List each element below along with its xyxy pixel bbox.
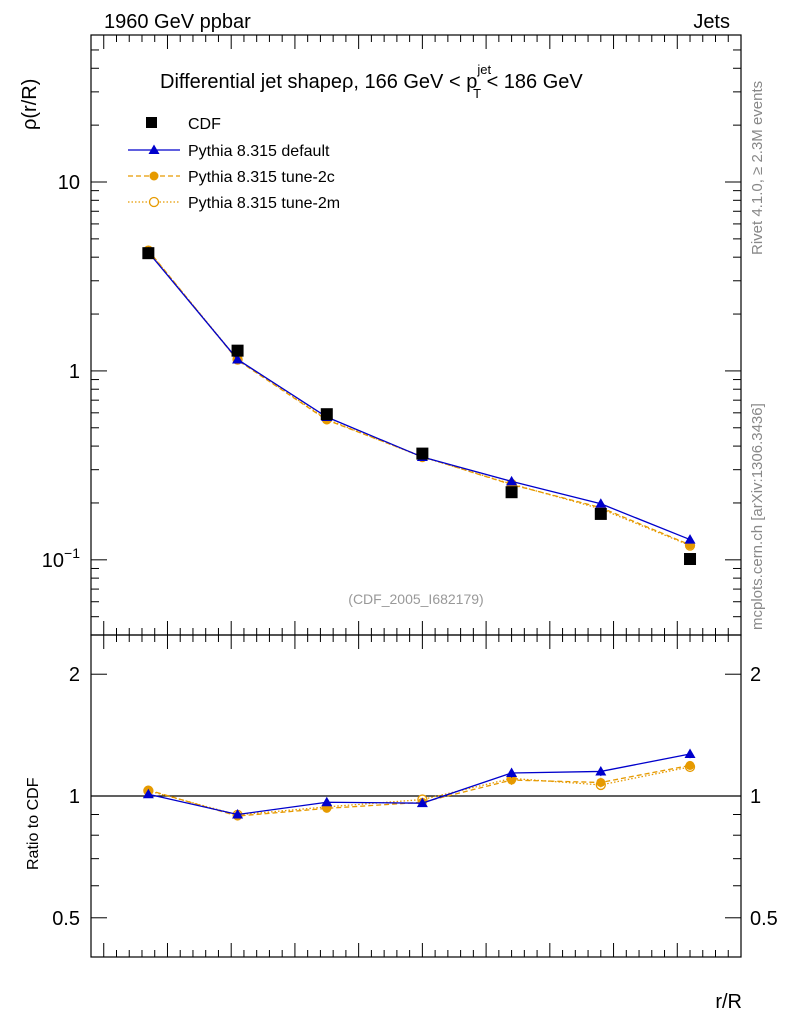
data-point-default xyxy=(142,788,154,799)
legend-marker-tune2m xyxy=(148,196,160,208)
data-point-tune2c xyxy=(596,777,606,787)
data-point-default xyxy=(506,767,518,777)
series-line-default xyxy=(147,251,691,541)
data-point-default xyxy=(595,765,607,776)
data-point-data xyxy=(594,507,607,520)
data-point-default xyxy=(684,534,696,544)
y-tick-label-ratio-right: 2 xyxy=(750,664,761,686)
y-tick-label-ratio: 1 xyxy=(69,786,80,808)
header-left: 1960 GeV ppbar xyxy=(104,11,251,33)
series-tune2m xyxy=(143,761,696,821)
data-point-default xyxy=(232,353,244,364)
ratio-plot-marks xyxy=(142,748,696,821)
legend-label-tune2m: Pythia 8.315 tune-2m xyxy=(188,195,340,212)
plot-title: Differential jet shapeρ, 166 GeV < pjet T… xyxy=(160,62,583,101)
series-default xyxy=(142,748,696,819)
header-right: Jets xyxy=(693,11,730,33)
legend-marker-tune2c xyxy=(149,171,159,181)
data-point-data xyxy=(684,553,697,566)
legend-marker-cdf xyxy=(146,117,157,128)
legend: CDF Pythia 8.315 default Pythia 8.315 tu… xyxy=(128,116,340,212)
data-point-default xyxy=(684,748,696,759)
title-sub: T xyxy=(473,86,481,101)
data-point-default xyxy=(595,498,607,508)
title-main: Differential jet shapeρ, 166 GeV < p xyxy=(160,71,477,93)
y-tick-label-ratio: 2 xyxy=(69,664,80,686)
y-tick-label-main: 10−1 xyxy=(42,545,80,572)
series-data xyxy=(142,247,697,566)
y-tick-label-ratio-right: 1 xyxy=(750,786,761,808)
data-point-tune2c xyxy=(685,760,695,770)
analysis-watermark: (CDF_2005_I682179) xyxy=(348,591,483,607)
rivet-label: Rivet 4.1.0, ≥ 2.3M events xyxy=(749,81,766,255)
x-axis-label: r/R xyxy=(715,991,742,1013)
data-point-default xyxy=(506,475,518,486)
y-tick-label-main: 10 xyxy=(58,172,80,194)
legend-marker-default xyxy=(148,144,160,154)
data-point-data xyxy=(416,447,429,460)
series-default xyxy=(142,246,696,544)
data-point-data xyxy=(142,247,155,260)
legend-label-default: Pythia 8.315 default xyxy=(188,143,330,160)
data-point-data xyxy=(320,408,333,421)
mcplots-label: mcplots.cern.ch [arXiv:1306.3436] xyxy=(749,403,766,630)
data-point-data xyxy=(505,486,518,499)
series-tune2m xyxy=(143,245,696,551)
series-line-tune2m xyxy=(147,250,691,547)
y-tick-base: 10 xyxy=(42,550,64,572)
main-plot-marks xyxy=(142,245,697,566)
legend-label-tune2c: Pythia 8.315 tune-2c xyxy=(188,169,335,186)
title-sup: jet xyxy=(476,62,491,77)
title-end: < 186 GeV xyxy=(481,71,583,93)
data-point-default xyxy=(321,796,333,807)
series-tune2c xyxy=(143,245,695,550)
series-line-tune2c xyxy=(148,764,691,817)
data-point-default xyxy=(416,797,428,808)
data-point-tune2c xyxy=(507,775,517,785)
y-tick-label-main: 1 xyxy=(69,361,80,383)
data-point-data xyxy=(231,344,244,357)
legend-label-cdf: CDF xyxy=(188,116,221,133)
y-axis-label-main: ρ(r/R) xyxy=(19,79,41,130)
series-line-tune2c xyxy=(147,249,691,546)
series-line-tune2m xyxy=(148,766,691,816)
y-axis-label-ratio: Ratio to CDF xyxy=(25,777,42,870)
data-point-default xyxy=(232,809,244,819)
y-tick-label-ratio: 0.5 xyxy=(52,908,80,930)
y-tick-label-ratio-right: 0.5 xyxy=(750,908,778,930)
y-tick-exp: −1 xyxy=(64,545,80,561)
